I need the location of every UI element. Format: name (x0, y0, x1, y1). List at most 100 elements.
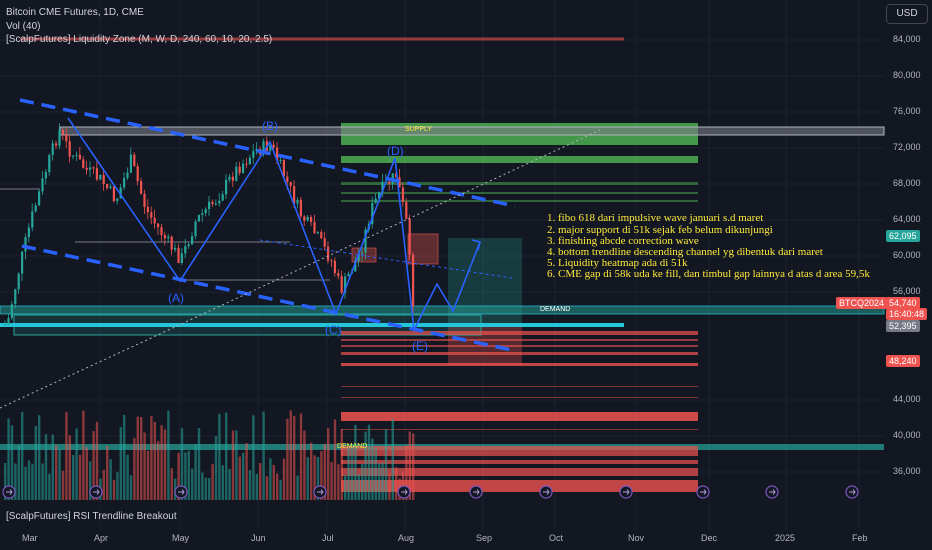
candle-body (371, 202, 374, 224)
price-tick: 36,000 (893, 466, 921, 476)
demand-zone-main (0, 305, 885, 315)
candle-body (7, 318, 10, 325)
volume-bar (310, 442, 313, 500)
volume-bar (337, 464, 340, 500)
candle-body (95, 168, 98, 180)
volume-bar (167, 410, 170, 500)
candle-body (412, 254, 415, 307)
volume-bar (231, 430, 235, 500)
candle-body (119, 187, 122, 199)
volume-bar (133, 437, 136, 500)
replay-arrow-icon (849, 489, 856, 495)
candle-body (174, 247, 177, 250)
volume-bar (384, 429, 388, 500)
indicator-legend[interactable]: [ScalpFutures] Liquidity Zone (M, W, D, … (6, 34, 273, 45)
candle-body (177, 247, 180, 263)
volume-bar (276, 473, 279, 500)
candle-body (327, 246, 330, 261)
time-tick: Dec (701, 533, 718, 543)
candle-body (112, 186, 115, 202)
volume-bar (374, 448, 377, 500)
candles (4, 123, 415, 326)
volume-bar (34, 425, 37, 500)
candle-body (133, 154, 136, 167)
price-tick: 68,000 (893, 178, 921, 188)
replay-arrow-icon (623, 489, 630, 495)
candle-body (153, 217, 156, 224)
volume-bar (282, 458, 286, 500)
replay-arrow-icon (473, 489, 480, 495)
candle-body (187, 244, 190, 247)
volume-bar (269, 458, 272, 500)
volume-bars (4, 410, 415, 500)
candle-body (68, 141, 71, 157)
volume-bar (333, 419, 337, 500)
channel-upper (19, 98, 516, 208)
candle-body (191, 236, 194, 245)
volume-bar (143, 432, 146, 500)
volume-bar (388, 473, 391, 500)
volume-bar (170, 468, 173, 500)
liquidity-heatmap (341, 331, 698, 492)
candle-body (405, 201, 408, 219)
volume-bar (95, 421, 99, 500)
candle-body (123, 177, 126, 188)
candle-body (255, 149, 258, 152)
volume-bar (89, 461, 92, 500)
volume-bar (208, 477, 211, 500)
rsi-panel-label[interactable]: [ScalpFutures] RSI Trendline Breakout (6, 511, 177, 522)
volume-bar (157, 441, 160, 500)
volume-bar (286, 418, 289, 500)
volume-bar (221, 465, 224, 500)
candle-body (10, 304, 13, 319)
replay-arrow-icon (769, 489, 776, 495)
volume-bar (235, 430, 238, 500)
candle-body (208, 201, 211, 210)
candle-body (4, 324, 7, 326)
time-tick: Sep (476, 533, 493, 543)
time-tick: Feb (852, 533, 868, 543)
candle-body (242, 163, 245, 173)
supply-zone-mid (341, 156, 698, 163)
supply-zones (59, 123, 885, 202)
dotted-trendline-mid (259, 239, 513, 279)
volume-bar (72, 454, 75, 500)
volume-bar (153, 421, 156, 500)
candle-body (303, 216, 306, 221)
volume-bar (61, 470, 65, 500)
price-tick: 84,000 (893, 34, 921, 44)
annotation-2: 2. major support di 51k sejak feb belum … (547, 224, 773, 236)
volume-bar (412, 433, 415, 500)
candle-body (85, 167, 88, 170)
candle-body (235, 166, 238, 181)
supply-zone-thin (341, 182, 698, 185)
candle-body (14, 289, 17, 305)
candle-body (99, 174, 102, 180)
candle-body (160, 227, 163, 236)
volume-bar (408, 431, 411, 500)
candle-body (282, 159, 285, 177)
volume-bar (119, 427, 122, 500)
dotted-trendline-long (0, 129, 601, 409)
volume-bar (323, 443, 326, 500)
supply-zone-thin3 (341, 200, 698, 202)
symbol-legend[interactable]: Bitcoin CME Futures, 1D, CME (6, 7, 144, 18)
candle-body (401, 187, 404, 202)
price-tick: 72,000 (893, 142, 921, 152)
candle-body (34, 205, 37, 212)
replay-arrow-icon (700, 489, 707, 495)
volume-bar (48, 473, 51, 500)
volume-bar (82, 410, 85, 500)
price-tick: 56,000 (893, 286, 921, 296)
demand-zones (0, 305, 885, 450)
candle-body (248, 157, 251, 165)
volume-bar (38, 415, 41, 500)
supply-zone-thin2 (341, 192, 698, 194)
volume-bar (344, 475, 347, 500)
volume-legend[interactable]: Vol (40) (6, 21, 41, 32)
volume-bar (279, 479, 282, 500)
volume-bar (10, 425, 14, 500)
currency-button[interactable]: USD (886, 4, 928, 24)
volume-bar (31, 463, 34, 500)
